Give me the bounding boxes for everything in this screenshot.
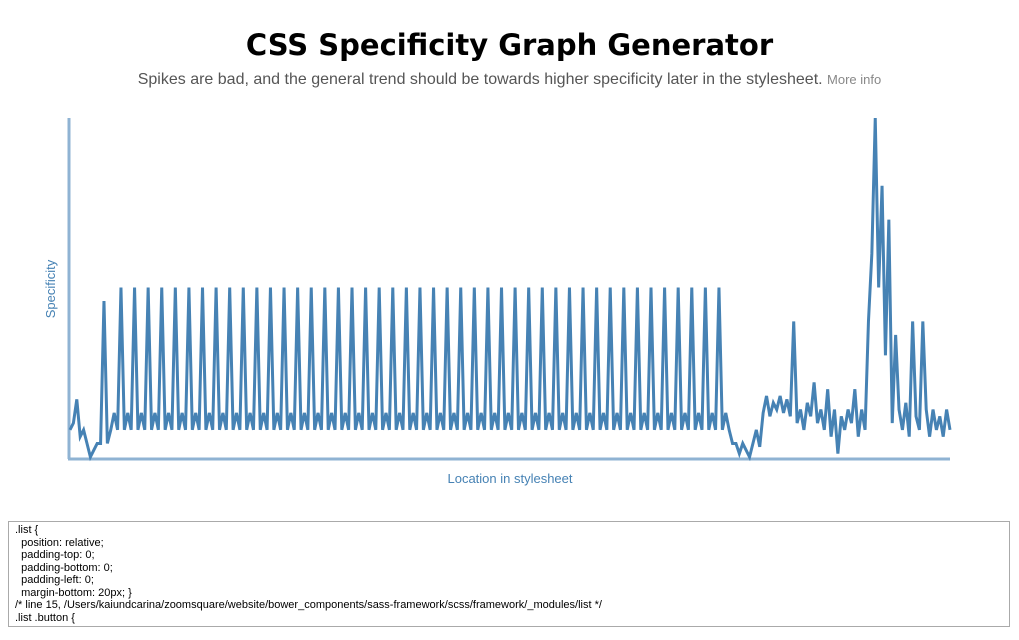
more-info-link[interactable]: More info [827,72,882,87]
code-line: padding-bottom: 0; [15,561,113,574]
specificity-line [68,117,952,462]
subtitle-row: Spikes are bad, and the general trend sh… [0,71,1019,89]
chart: Location in stylesheet Specificity [43,117,952,486]
subtitle: Spikes are bad, and the general trend sh… [137,71,823,88]
css-input[interactable]: .list { position: relative; padding-top:… [8,521,1010,627]
code-line: /* line 15, /Users/kaiundcarina/zoomsqua… [15,599,602,611]
y-axis-label: Specificity [43,259,58,318]
code-line: .list .button { [15,611,75,624]
code-line: padding-left: 0; [15,574,94,586]
code-line: position: relative; [15,536,104,549]
code-line: margin-bottom: 20px; } [15,586,132,599]
x-axis-label: Location in stylesheet [447,471,572,486]
code-line: padding-top: 0; [15,549,95,561]
code-line: .list { [15,524,39,536]
page-title: CSS Specificity Graph Generator [245,28,774,62]
